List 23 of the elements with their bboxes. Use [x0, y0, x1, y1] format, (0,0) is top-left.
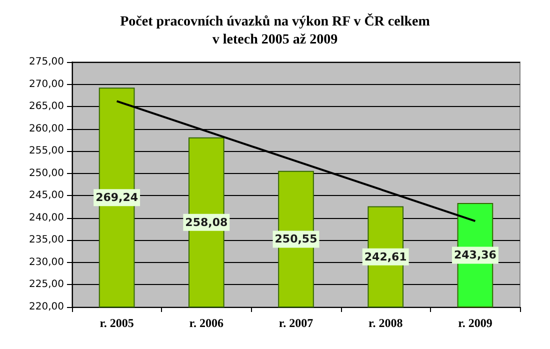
chart-title: Počet pracovních úvazků na výkon RF v ČR celkem v letech 2005 až 2009: [120, 12, 430, 48]
data-label: 242,61: [364, 250, 407, 264]
data-label: 250,55: [274, 232, 318, 246]
data-label: 243,36: [454, 248, 497, 262]
x-tick-label: r. 2006: [189, 316, 224, 330]
x-tick-label: r. 2005: [100, 316, 134, 330]
y-tick-label: 235,00: [29, 234, 64, 246]
data-label: 269,24: [96, 191, 138, 204]
y-tick-label: 230,00: [29, 256, 64, 268]
y-tick-label: 220,00: [29, 302, 64, 312]
y-tick-label: 245,00: [29, 190, 64, 202]
y-tick-label: 250,00: [29, 168, 64, 179]
y-tick-label: 270,00: [29, 78, 64, 90]
x-tick-label: r. 2007: [278, 316, 314, 330]
x-tick-label: r. 2008: [368, 316, 403, 330]
y-tick-label: 265,00: [29, 101, 64, 112]
y-tick-label: 240,00: [29, 212, 64, 224]
y-tick-label: 225,00: [29, 279, 64, 290]
y-tick-label: 260,00: [29, 123, 64, 134]
y-tick-label: 255,00: [29, 146, 64, 157]
data-label: 258,08: [185, 216, 228, 229]
x-tick-label: r. 2009: [458, 316, 492, 330]
y-tick-label: 275,00: [29, 56, 64, 68]
